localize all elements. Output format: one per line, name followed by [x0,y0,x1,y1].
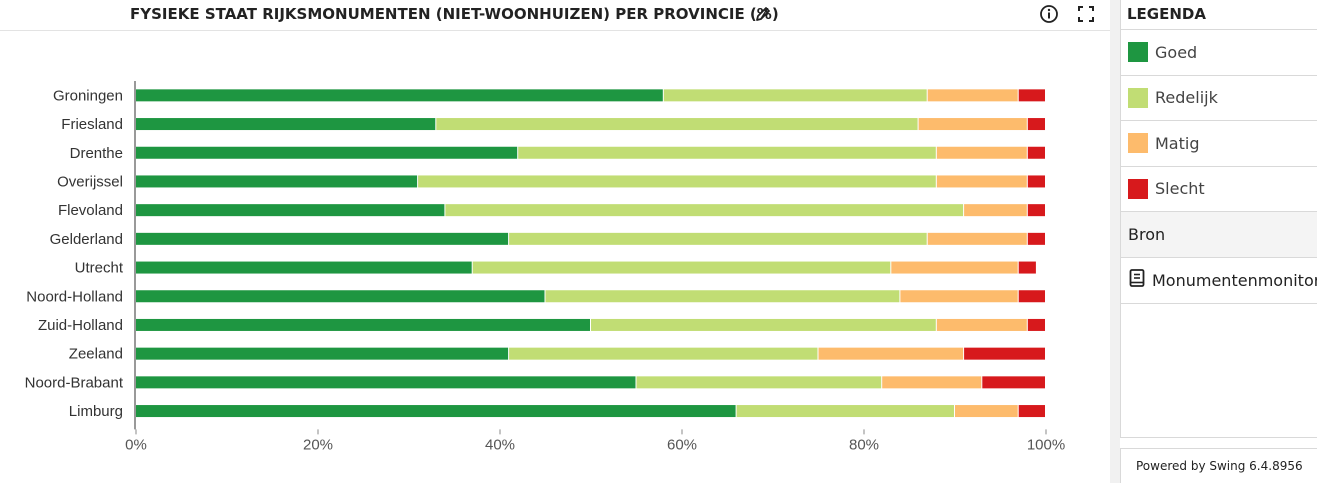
bar-goed [136,204,445,217]
x-tick-label: 20% [303,436,333,453]
y-tick-label: Drenthe [70,145,123,162]
bar-goed [136,232,509,245]
legend-label: Redelijk [1155,88,1218,108]
x-tick-label: 100% [1027,436,1065,453]
y-tick-label: Zuid-Holland [38,317,123,334]
bar-slecht [964,347,1045,360]
y-tick-label: Groningen [53,87,123,104]
pencil-icon[interactable] [752,3,774,25]
bar-matig [936,175,1027,188]
bar-slecht [1027,175,1045,188]
bar-goed [136,318,590,331]
y-tick-label: Flevoland [58,202,123,219]
bar-goed [136,290,545,303]
bar-slecht [1018,405,1045,418]
y-tick-label: Limburg [69,403,123,420]
legend-swatch [1128,42,1148,63]
legend-swatch [1128,178,1148,199]
bar-matig [882,376,982,389]
bar-matig [891,261,1018,274]
bar-redelijk [636,376,882,389]
info-icon[interactable] [1038,3,1060,25]
x-tick-label: 60% [667,436,697,453]
source-header: Bron [1121,212,1317,258]
x-tick-label: 80% [849,436,879,453]
chart-panel: FYSIEKE STAAT RIJKSMONUMENTEN (NIET-WOON… [0,0,1110,454]
bar-goed [136,146,518,159]
legend-panel: LEGENDA Goed Redelijk Matig Slecht Bron Mon… [1120,0,1317,438]
legend-label: Goed [1155,42,1198,62]
bar-slecht [1027,318,1045,331]
bar-goed [136,347,509,360]
legend-swatch [1128,87,1148,108]
chart-header: FYSIEKE STAAT RIJKSMONUMENTEN (NIET-WOON… [0,0,1110,31]
y-tick-label: Utrecht [75,260,124,277]
bar-matig [936,318,1027,331]
legend-swatch [1128,133,1148,154]
bar-redelijk [418,175,936,188]
bar-redelijk [472,261,891,274]
bar-redelijk [509,347,818,360]
bar-redelijk [736,405,954,418]
legend-title: LEGENDA [1121,0,1317,30]
y-tick-label: Friesland [61,116,123,133]
legend-item-goed[interactable]: Goed [1121,30,1317,76]
bar-matig [918,118,1027,131]
bar-goed [136,175,418,188]
bar-matig [927,89,1018,102]
bar-slecht [1018,290,1045,303]
y-tick-label: Noord-Holland [26,288,123,305]
x-tick-label: 0% [125,436,147,453]
bar-goed [136,118,436,131]
panel-divider [1110,0,1120,483]
bar-slecht [1027,204,1045,217]
y-tick-label: Noord-Brabant [25,374,124,391]
bar-goed [136,405,736,418]
bar-slecht [1027,146,1045,159]
x-tick-label: 40% [485,436,515,453]
legend-item-slecht[interactable]: Slecht [1121,167,1317,212]
bar-matig [955,405,1018,418]
bar-slecht [982,376,1045,389]
bar-matig [964,204,1027,217]
bar-slecht [1018,89,1045,102]
fullscreen-icon[interactable] [1075,3,1097,25]
bar-redelijk [663,89,927,102]
chart-title: FYSIEKE STAAT RIJKSMONUMENTEN (NIET-WOON… [130,5,779,23]
legend-item-matig[interactable]: Matig [1121,121,1317,167]
bar-goed [136,376,636,389]
source-link[interactable]: Monumentenmonitor [1121,258,1317,304]
legend-item-redelijk[interactable]: Redelijk [1121,76,1317,121]
bar-redelijk [509,232,927,245]
stacked-bar-chart: Groningen Friesland Drenthe Overijssel Flevo… [25,81,1065,453]
y-tick-label: Zeeland [69,346,123,363]
bar-goed [136,261,472,274]
bar-redelijk [436,118,918,131]
legend-label: Slecht [1155,179,1205,199]
bar-goed [136,89,663,102]
y-tick-label: Gelderland [50,231,123,248]
bar-matig [936,146,1027,159]
book-icon [1128,268,1146,293]
bar-redelijk [518,146,936,159]
bar-redelijk [591,318,936,331]
legend-list: Goed Redelijk Matig Slecht [1121,30,1317,212]
bar-matig [927,232,1027,245]
legend-label: Matig [1155,133,1200,153]
bar-matig [900,290,1018,303]
bar-slecht [1027,118,1045,131]
bar-slecht [1027,232,1045,245]
bar-redelijk [545,290,900,303]
y-tick-label: Overijssel [57,173,123,190]
source-link-label: Monumentenmonitor [1152,271,1317,290]
bar-matig [818,347,964,360]
bar-slecht [1018,261,1036,274]
bar-redelijk [445,204,964,217]
powered-by: Powered by Swing 6.4.8956 [1120,448,1317,483]
